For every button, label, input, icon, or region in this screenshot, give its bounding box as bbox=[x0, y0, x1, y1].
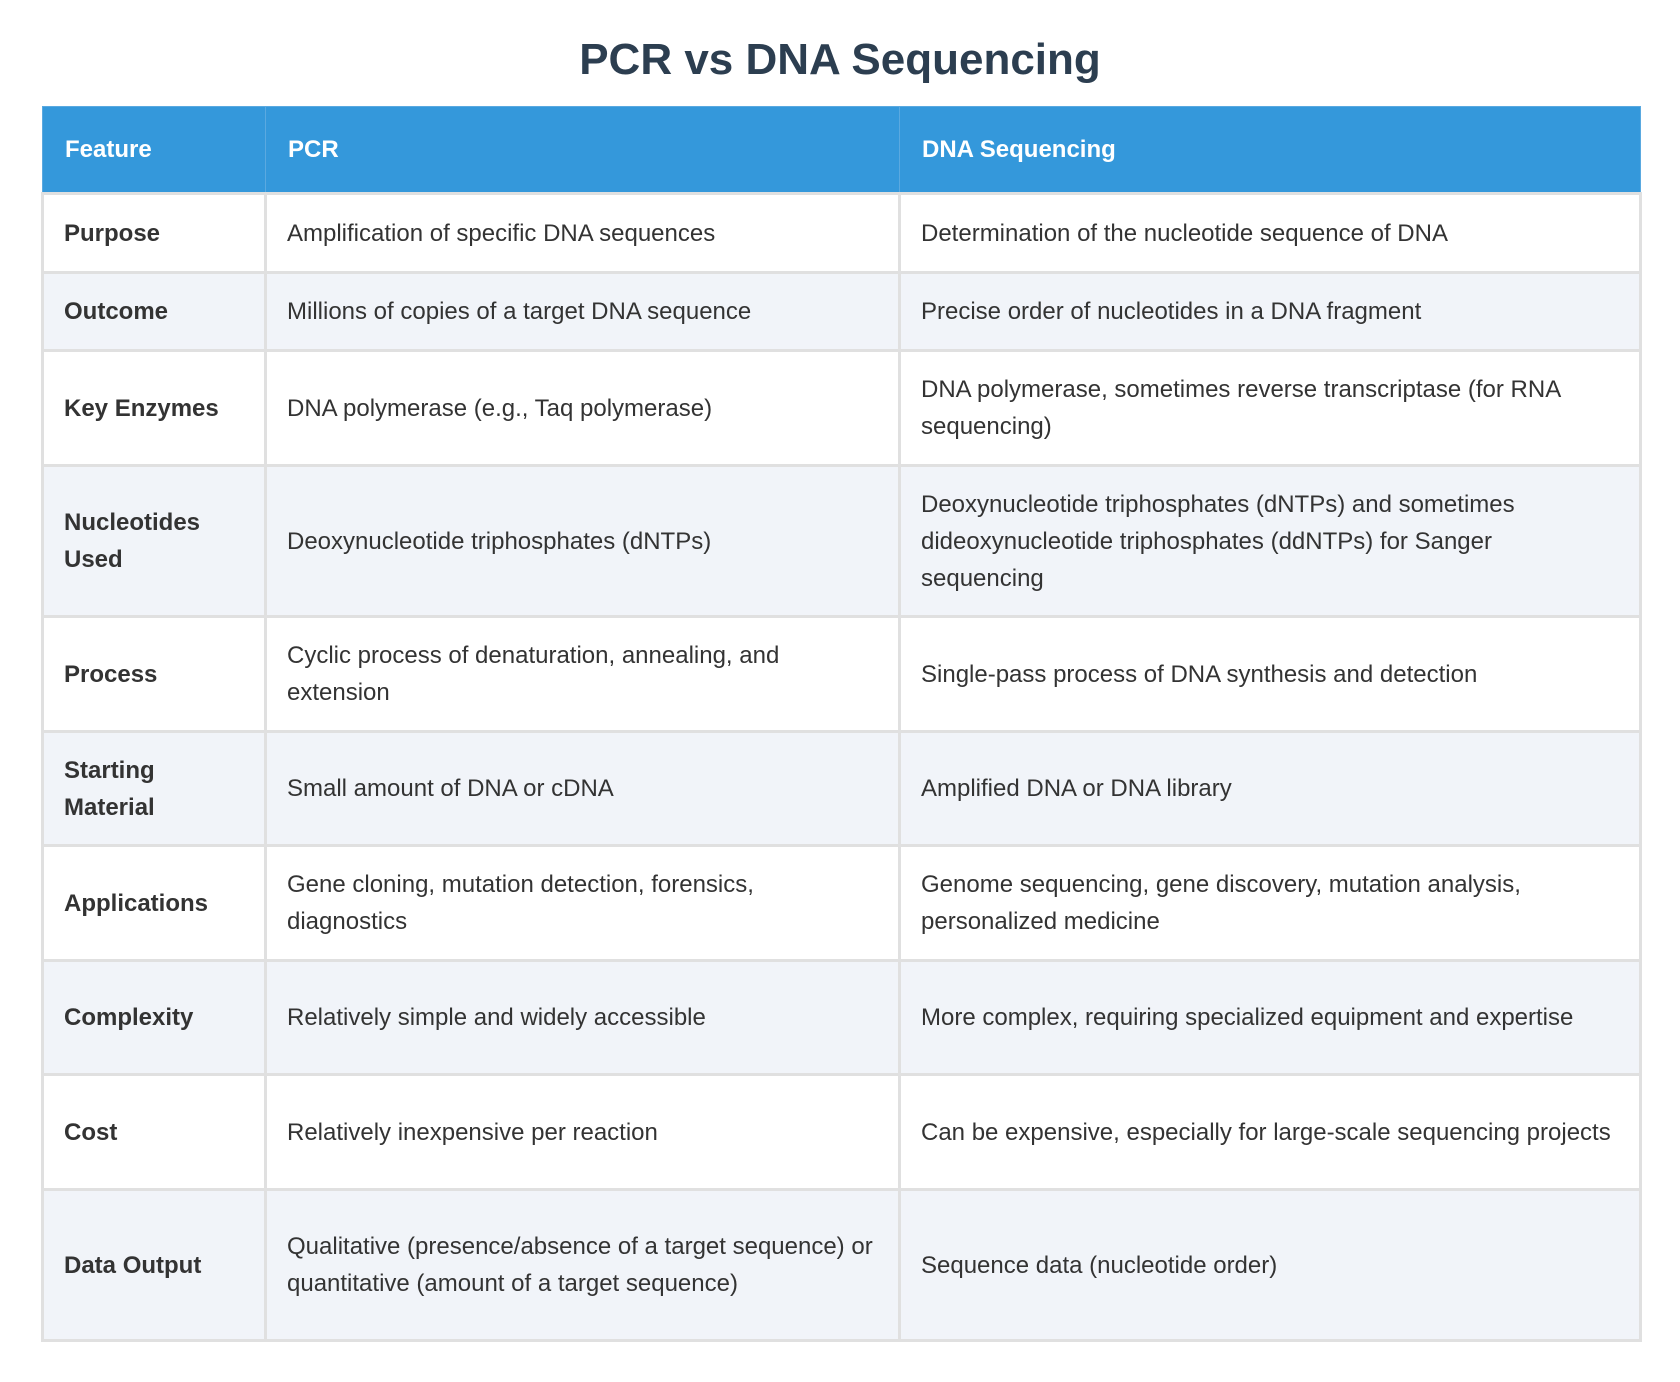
dna-sequencing-cell: Single-pass process of DNA synthesis and… bbox=[898, 615, 1642, 733]
dna-sequencing-cell: More complex, requiring specialized equi… bbox=[898, 959, 1642, 1076]
pcr-cell: Small amount of DNA or cDNA bbox=[264, 730, 901, 847]
dna-sequencing-cell: Sequence data (nucleotide order) bbox=[898, 1188, 1642, 1342]
pcr-cell: Relatively simple and widely accessible bbox=[264, 959, 901, 1076]
pcr-cell: Gene cloning, mutation detection, forens… bbox=[264, 844, 901, 962]
table-row: Applications Gene cloning, mutation detec… bbox=[41, 844, 1642, 962]
feature-cell: Outcome bbox=[41, 271, 267, 352]
table-row: Purpose Amplification of specific DNA seq… bbox=[41, 192, 1642, 274]
header-dna-sequencing: DNA Sequencing bbox=[899, 106, 1641, 194]
header-feature: Feature bbox=[42, 106, 266, 194]
dna-sequencing-cell: Genome sequencing, gene discovery, mutat… bbox=[898, 844, 1642, 962]
pcr-cell: Qualitative (presence/absence of a targe… bbox=[264, 1188, 901, 1342]
pcr-cell: Millions of copies of a target DNA seque… bbox=[264, 271, 901, 352]
feature-cell: Complexity bbox=[41, 959, 267, 1076]
dna-sequencing-cell: Precise order of nucleotides in a DNA fr… bbox=[898, 271, 1642, 352]
pcr-cell: Amplification of specific DNA sequences bbox=[264, 192, 901, 274]
dna-sequencing-cell: Determination of the nucleotide sequence… bbox=[898, 192, 1642, 274]
table-row: Key Enzymes DNA polymerase (e.g., Taq pol… bbox=[41, 349, 1642, 467]
header-pcr: PCR bbox=[265, 106, 900, 194]
pcr-cell: Cyclic process of denaturation, annealin… bbox=[264, 615, 901, 733]
table-row: Outcome Millions of copies of a target DN… bbox=[41, 271, 1642, 352]
feature-cell: Applications bbox=[41, 844, 267, 962]
feature-cell: Process bbox=[41, 615, 267, 733]
page-title: PCR vs DNA Sequencing bbox=[579, 35, 1101, 84]
feature-cell: Data Output bbox=[41, 1188, 267, 1342]
dna-sequencing-cell: Amplified DNA or DNA library bbox=[898, 730, 1642, 847]
dna-sequencing-cell: DNA polymerase, sometimes reverse transc… bbox=[898, 349, 1642, 467]
pcr-cell: Relatively inexpensive per reaction bbox=[264, 1073, 901, 1191]
comparison-table: Feature PCR DNA Sequencing Purpose Amplif… bbox=[41, 106, 1642, 1342]
table-body: Purpose Amplification of specific DNA seq… bbox=[41, 192, 1642, 1342]
table-row: Complexity Relatively simple and widely a… bbox=[41, 959, 1642, 1076]
feature-cell: Purpose bbox=[41, 192, 267, 274]
table-row: Cost Relatively inexpensive per reaction C… bbox=[41, 1073, 1642, 1191]
table-row: Starting Material Small amount of DNA or … bbox=[41, 730, 1642, 847]
table-row: Process Cyclic process of denaturation, a… bbox=[41, 615, 1642, 733]
feature-cell: Starting Material bbox=[41, 730, 267, 847]
table-row: Nucleotides Used Deoxynucleotide triphosp… bbox=[41, 464, 1642, 618]
feature-cell: Cost bbox=[41, 1073, 267, 1191]
table-header-row: Feature PCR DNA Sequencing bbox=[42, 106, 1641, 194]
feature-cell: Key Enzymes bbox=[41, 349, 267, 467]
pcr-cell: DNA polymerase (e.g., Taq polymerase) bbox=[264, 349, 901, 467]
dna-sequencing-cell: Can be expensive, especially for large-s… bbox=[898, 1073, 1642, 1191]
pcr-cell: Deoxynucleotide triphosphates (dNTPs) bbox=[264, 464, 901, 618]
feature-cell: Nucleotides Used bbox=[41, 464, 267, 618]
dna-sequencing-cell: Deoxynucleotide triphosphates (dNTPs) an… bbox=[898, 464, 1642, 618]
table-row: Data Output Qualitative (presence/absence… bbox=[41, 1188, 1642, 1342]
